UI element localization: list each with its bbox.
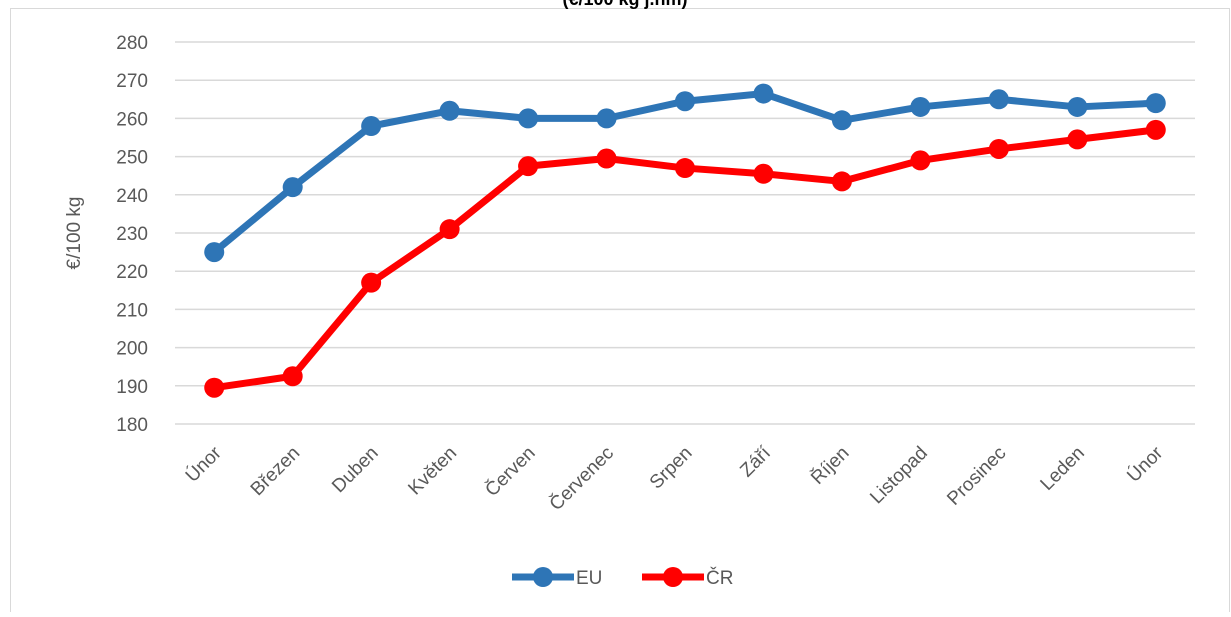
data-point	[753, 163, 774, 184]
x-tick-label: Červen	[481, 442, 540, 501]
y-tick-label: 180	[116, 415, 148, 436]
y-tick-label: 250	[116, 148, 148, 169]
data-point	[282, 177, 303, 198]
data-point	[831, 171, 852, 192]
legend-label: ČR	[706, 567, 733, 589]
x-tick-label: Únor	[1123, 442, 1168, 487]
data-point	[361, 272, 382, 293]
x-tick-label: Říjen	[807, 442, 854, 489]
data-point	[988, 138, 1009, 159]
y-tick-label: 270	[116, 71, 148, 92]
data-point	[518, 156, 539, 177]
x-tick-label: Leden	[1037, 443, 1089, 495]
y-tick-label: 190	[116, 377, 148, 398]
legend-marker	[533, 567, 553, 587]
data-point	[204, 377, 225, 398]
x-tick-label: Červenec	[545, 442, 618, 515]
chart-border	[10, 8, 1230, 617]
data-point	[1145, 93, 1166, 114]
x-tick-label: Září	[736, 442, 775, 481]
data-point	[439, 219, 460, 240]
data-point	[439, 100, 460, 121]
y-axis-label: €/100 kg	[64, 197, 85, 270]
data-point	[988, 89, 1009, 110]
data-point	[204, 242, 225, 263]
x-tick-label: Duben	[328, 443, 382, 497]
y-tick-label: 260	[116, 109, 148, 130]
x-tick-label: Únor	[181, 442, 226, 487]
data-point	[1067, 129, 1088, 150]
x-tick-label: Srpen	[646, 443, 697, 494]
data-point	[831, 110, 852, 131]
legend-label: EU	[576, 568, 602, 589]
x-tick-label: Listopad	[866, 443, 932, 509]
data-point	[910, 96, 931, 117]
data-point	[675, 91, 695, 112]
data-point	[1067, 96, 1088, 117]
x-tick-label: Prosinec	[943, 443, 1010, 510]
data-point	[596, 108, 617, 129]
data-point	[282, 366, 303, 387]
y-tick-label: 280	[116, 33, 148, 54]
data-point	[1145, 119, 1166, 140]
y-tick-label: 220	[116, 262, 148, 283]
y-tick-label: 200	[116, 339, 148, 360]
data-point	[675, 158, 695, 179]
legend-marker	[663, 567, 683, 587]
y-tick-label: 230	[116, 224, 148, 245]
y-tick-label: 240	[116, 186, 148, 207]
y-tick-label: 210	[116, 300, 148, 321]
data-point	[361, 116, 382, 137]
chart-title: (€/100 kg j.hm)	[562, 0, 687, 9]
x-tick-label: Březen	[247, 443, 304, 500]
data-point	[596, 148, 617, 169]
data-point	[753, 83, 774, 104]
x-tick-label: Květen	[404, 443, 461, 500]
data-point	[910, 150, 931, 171]
data-point	[518, 108, 539, 129]
